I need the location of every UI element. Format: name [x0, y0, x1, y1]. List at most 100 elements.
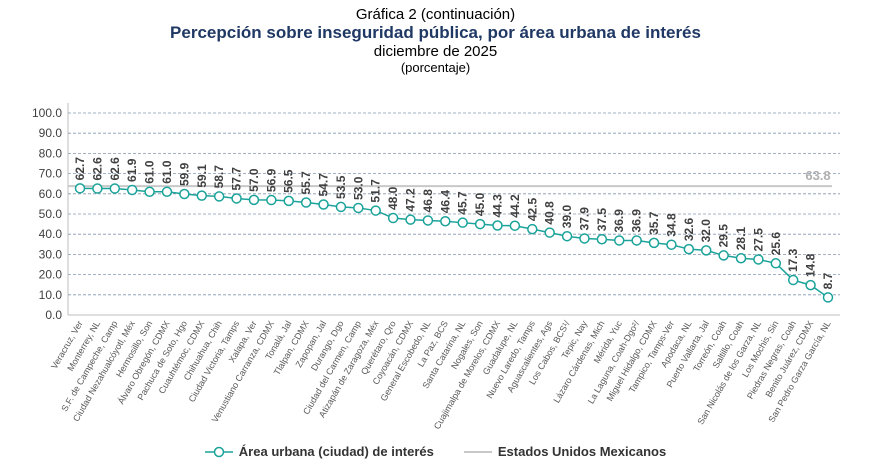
- data-point: [822, 292, 834, 303]
- data-label: 29.5: [717, 224, 731, 248]
- data-point: [718, 250, 729, 261]
- data-point: [109, 183, 121, 194]
- legend: Área urbana (ciudad) de interés Estados …: [0, 444, 871, 459]
- data-point: [231, 193, 242, 204]
- data-label: 17.3: [786, 248, 800, 272]
- data-point: [92, 183, 103, 194]
- data-point: [770, 258, 782, 269]
- data-label: 46.8: [421, 189, 435, 213]
- data-label: 61.9: [125, 158, 139, 182]
- data-label: 56.9: [264, 168, 278, 192]
- data-point: [631, 235, 642, 246]
- data-point: [596, 234, 608, 245]
- data-point: [370, 205, 381, 216]
- y-tick-label: 100.0: [32, 106, 62, 120]
- data-label: 39.0: [560, 205, 574, 229]
- chart-number: Gráfica 2 (continuación): [355, 6, 516, 23]
- data-point: [440, 216, 451, 227]
- data-point: [353, 202, 364, 214]
- data-point: [266, 194, 277, 206]
- data-label: 47.2: [404, 188, 418, 212]
- chart-period: diciembre de 2025: [373, 43, 498, 60]
- data-label: 25.6: [769, 232, 783, 256]
- y-tick-label: 80.0: [39, 146, 63, 160]
- data-label: 59.9: [177, 162, 191, 186]
- data-point: [544, 227, 555, 238]
- data-label: 57.0: [247, 168, 261, 192]
- data-label: 27.5: [751, 228, 765, 252]
- data-point: [335, 201, 347, 213]
- data-label: 45.0: [473, 192, 487, 216]
- data-label: 59.1: [195, 164, 209, 188]
- data-point: [318, 199, 329, 210]
- data-point: [753, 254, 764, 265]
- data-point: [213, 191, 225, 202]
- data-point: [179, 188, 190, 200]
- data-label: 62.6: [108, 157, 122, 181]
- data-point: [492, 220, 503, 231]
- legend-marker-icon: [204, 446, 233, 457]
- data-label: 14.8: [804, 253, 818, 277]
- data-point: [614, 235, 625, 246]
- data-point: [700, 245, 712, 256]
- data-label: 28.1: [734, 227, 748, 251]
- y-tick-label: 10.0: [39, 288, 63, 302]
- y-tick-label: 30.0: [39, 247, 63, 261]
- data-label: 56.5: [282, 169, 296, 193]
- data-point: [683, 243, 695, 255]
- data-label: 8.7: [821, 272, 835, 289]
- data-label: 57.7: [230, 167, 244, 191]
- data-label: 46.4: [438, 190, 452, 214]
- data-point: [196, 190, 208, 201]
- data-label: 32.0: [699, 219, 713, 243]
- data-point: [161, 186, 173, 198]
- data-label: 48.0: [386, 186, 400, 210]
- data-point: [561, 230, 573, 242]
- data-label: 36.9: [612, 209, 626, 233]
- national-value-label: 63.8: [805, 168, 830, 183]
- data-label: 62.7: [73, 157, 87, 181]
- data-label: 61.0: [143, 160, 157, 184]
- legend-line-icon: [463, 450, 492, 453]
- data-label: 62.6: [90, 157, 104, 181]
- data-label: 58.7: [212, 165, 226, 189]
- data-label: 36.9: [630, 209, 644, 233]
- legend-item-national: Estados Unidos Mexicanos: [463, 444, 667, 459]
- data-label: 61.0: [160, 160, 174, 184]
- data-label: 55.7: [299, 171, 313, 195]
- data-point: [666, 239, 677, 250]
- data-point: [248, 194, 260, 206]
- data-point: [457, 217, 468, 228]
- data-label: 51.7: [369, 179, 383, 203]
- chart-unit: (porcentaje): [400, 60, 471, 75]
- data-point: [283, 195, 294, 207]
- data-point: [735, 252, 747, 264]
- data-point: [405, 214, 416, 225]
- y-tick-label: 20.0: [39, 268, 63, 282]
- y-tick-label: 90.0: [39, 126, 63, 140]
- data-label: 44.2: [508, 194, 522, 218]
- y-tick-label: 60.0: [39, 187, 63, 201]
- data-label: 44.3: [490, 194, 504, 218]
- data-label: 42.5: [525, 197, 539, 221]
- data-point: [648, 237, 660, 249]
- data-label: 40.8: [543, 201, 557, 225]
- y-tick-label: 50.0: [39, 207, 63, 221]
- chart-titles: Gráfica 2 (continuación) Percepción sobr…: [0, 6, 871, 76]
- data-point: [387, 212, 399, 224]
- data-point: [527, 223, 538, 235]
- legend-label: Estados Unidos Mexicanos: [497, 444, 667, 459]
- data-point: [474, 218, 486, 230]
- data-point: [579, 233, 590, 244]
- legend-item-area: Área urbana (ciudad) de interés: [204, 444, 434, 459]
- data-label: 45.7: [456, 191, 470, 215]
- y-tick-label: 70.0: [39, 167, 63, 181]
- data-label: 54.7: [317, 173, 331, 197]
- data-point: [787, 274, 799, 286]
- data-label: 37.9: [577, 207, 591, 231]
- y-tick-label: 0.0: [45, 308, 62, 322]
- data-label: 35.7: [647, 211, 661, 235]
- data-point: [805, 279, 816, 291]
- data-point: [126, 184, 138, 196]
